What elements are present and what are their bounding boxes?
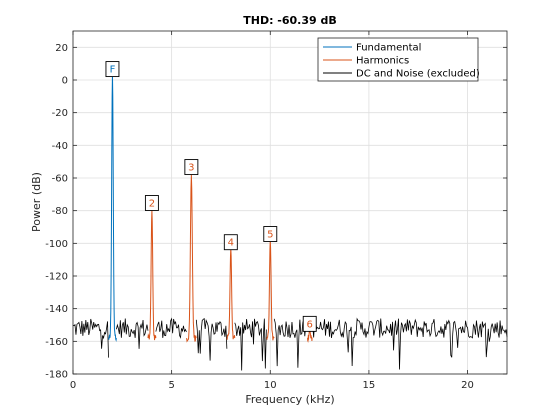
y-tick-label: -40 <box>52 141 68 152</box>
peak-label-box <box>105 61 120 78</box>
axes-box <box>72 30 508 375</box>
legend: Fundamental Harmonics DC and Noise (excl… <box>317 37 480 82</box>
peak-label: 6 <box>307 319 313 330</box>
peak-label-box <box>263 226 278 242</box>
noise-series-line <box>116 318 149 349</box>
noise-series-line <box>195 317 228 361</box>
legend-entry-harmonics: Harmonics <box>356 56 409 67</box>
x-tick-label: 20 <box>461 380 474 391</box>
legend-entry-noise: DC and Noise (excluded) <box>356 69 480 80</box>
peak-label: 4 <box>228 238 234 249</box>
noise-series-line <box>273 318 308 368</box>
y-tick-label: 0 <box>62 76 68 87</box>
peak-label-box <box>144 195 159 211</box>
legend-entry-fundamental: Fundamental <box>356 43 421 54</box>
peak-label: 3 <box>188 163 194 174</box>
x-tick-label: 10 <box>264 380 277 391</box>
y-tick-label: -140 <box>45 304 68 315</box>
peak-label: 5 <box>267 230 273 241</box>
peak-label-box <box>223 234 238 251</box>
y-tick-label: -20 <box>52 108 68 119</box>
y-tick-label: -60 <box>52 174 68 185</box>
x-tick-label: 5 <box>168 380 174 391</box>
peak-annotations: F 2 3 4 5 6 <box>105 61 317 332</box>
peak-label: F <box>110 65 116 76</box>
y-tick-label: -80 <box>52 206 68 217</box>
peak-label: 2 <box>149 199 155 210</box>
axis-ticks: 0 5 10 15 20-180-160-140-120-100-80-60-40-20… <box>45 31 507 391</box>
x-axis-label: Frequency (kHz) <box>245 393 334 406</box>
peak-label-box <box>302 315 317 332</box>
x-tick-label: 15 <box>363 380 376 391</box>
y-tick-label: 20 <box>55 43 68 54</box>
y-tick-label: -160 <box>45 337 68 348</box>
y-tick-label: -120 <box>45 272 68 283</box>
y-axis-label: Power (dB) <box>30 172 43 232</box>
noise-series-line <box>155 317 187 339</box>
y-tick-label: -180 <box>45 370 68 381</box>
noise-series-line <box>234 318 267 371</box>
peak-label-box <box>184 159 199 176</box>
y-tick-label: -100 <box>45 239 68 250</box>
x-tick-label: 0 <box>70 380 76 391</box>
chart-title: THD: -60.39 dB <box>243 14 337 27</box>
grid-lines <box>72 31 507 375</box>
noise-series-line <box>72 318 109 358</box>
noise-series-line <box>312 317 508 370</box>
